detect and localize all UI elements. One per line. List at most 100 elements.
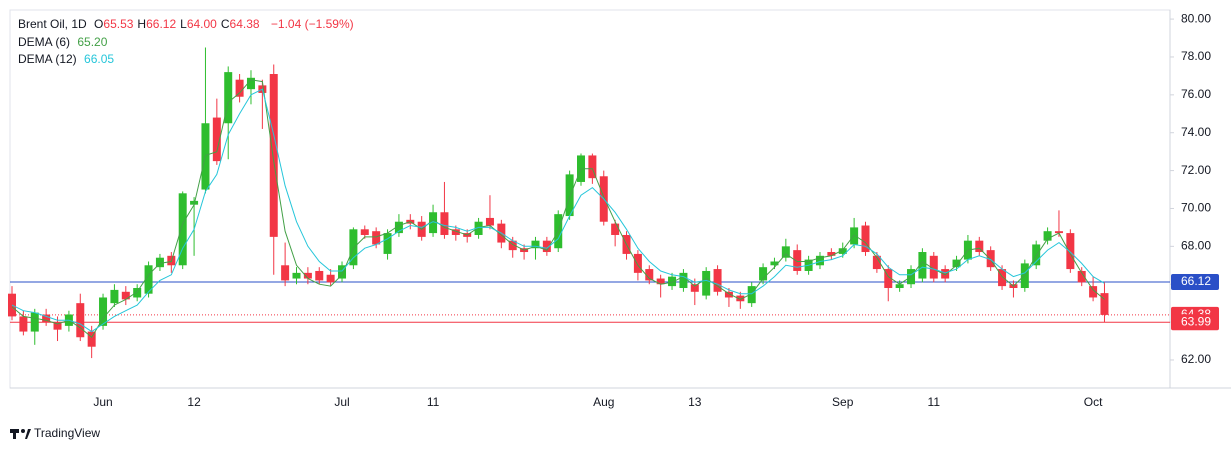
candle-body [690,284,699,292]
candle-body [611,223,620,235]
candle-body [861,225,870,253]
tv-logo [10,429,31,439]
candle-body [1100,293,1109,315]
indicator-value: 66.05 [84,52,115,66]
x-tick-label: 13 [688,395,702,409]
candle-body [884,269,893,289]
y-tick-label: 80.00 [1181,11,1211,25]
candle-body [485,217,494,226]
candle-body [679,272,688,289]
plot [8,47,1109,359]
candle-body [713,269,722,292]
x-tick-label: Sep [832,395,854,409]
candle-body [952,259,961,268]
candle-body [133,288,142,298]
candle-body [998,269,1007,287]
candle-body [542,240,551,253]
candle-body [1089,286,1098,298]
ohlc-value: 64.00 [186,17,217,31]
candle-body [1020,263,1029,289]
candle-body [394,221,403,234]
candle-body [747,286,756,304]
candle-body [383,233,392,254]
indicator-name: DEMA (12) [18,52,77,66]
candle-body [269,74,278,237]
ohlc-value: 66.12 [146,17,177,31]
x-tick-label: 11 [928,395,941,409]
candle-body [645,269,654,281]
candle-body [565,174,574,217]
ohlc-value: 65.53 [103,17,134,31]
candle-body [872,255,881,270]
candle-body [770,261,779,266]
indicator-legend: DEMA (12) 66.05 [18,52,118,66]
candle-body [121,291,130,300]
candle-body [42,314,51,323]
symbol: Brent Oil, 1D [18,17,87,31]
y-tick-label: 72.00 [1181,163,1211,177]
candle-body [19,316,28,332]
candle-body [440,212,449,235]
x-tick-label: 11 [427,395,440,409]
indicator-name: DEMA (6) [18,35,71,49]
candle-body [929,255,938,279]
y-tick-label: 76.00 [1181,87,1211,101]
candle-body [349,229,358,266]
candle-body [986,250,995,268]
candle-body [633,253,642,273]
ohlc-values: O65.53 H66.12 L64.00 C64.38 [94,17,264,31]
candle-body [474,221,483,235]
candle-body [838,248,847,254]
ohlc-letter: L [180,17,187,31]
indicator-legend: DEMA (6) 65.20 [18,35,111,49]
candle-body [702,270,711,296]
y-tick-label: 70.00 [1181,201,1211,215]
x-tick-label: Aug [593,395,614,409]
candle-body [1054,231,1063,234]
candle-body [144,265,153,294]
candle-body [451,229,460,235]
x-tick-label: 12 [187,395,201,409]
candle-body [975,240,984,253]
indicator-line [11,79,1105,338]
candle-body [110,289,119,304]
y-tick-label: 62.00 [1181,352,1211,366]
candle-body [246,77,255,90]
candle-body [372,231,381,245]
candle-body [1066,233,1075,270]
candle-body [303,272,312,279]
candle-body [30,312,39,332]
candle-body [1043,231,1052,241]
candle-body [53,322,62,330]
candle-body [656,278,665,285]
candle-body [736,295,745,302]
candle-body [895,284,904,289]
candle-body [918,252,927,279]
ohlc-legend: Brent Oil, 1D O65.53 H66.12 L64.00 C64.38 −… [18,17,358,31]
candle-body [326,274,335,283]
candle-body [668,276,677,287]
price-label: 63.99 [1181,314,1211,328]
price-label: 66.12 [1181,274,1211,288]
ohlc-letter: O [94,17,104,31]
indicator-line [11,88,1105,333]
ohlc-letter: H [137,17,147,31]
candle-body [99,297,108,326]
candle-body [850,227,859,245]
y-tick-label: 68.00 [1181,239,1211,253]
x-tick-label: Oct [1084,395,1103,409]
y-tick-label: 74.00 [1181,125,1211,139]
candle-body [87,331,96,347]
candle-body [531,240,540,249]
x-tick-label: Jul [334,395,349,409]
candle-body [1077,270,1086,283]
candle-body [315,270,324,281]
candle-body [235,79,244,97]
candle-body [360,229,369,235]
candle-body [155,257,164,268]
candle-body [281,265,290,281]
candle-body [781,246,790,258]
indicator-value: 65.20 [77,35,108,49]
